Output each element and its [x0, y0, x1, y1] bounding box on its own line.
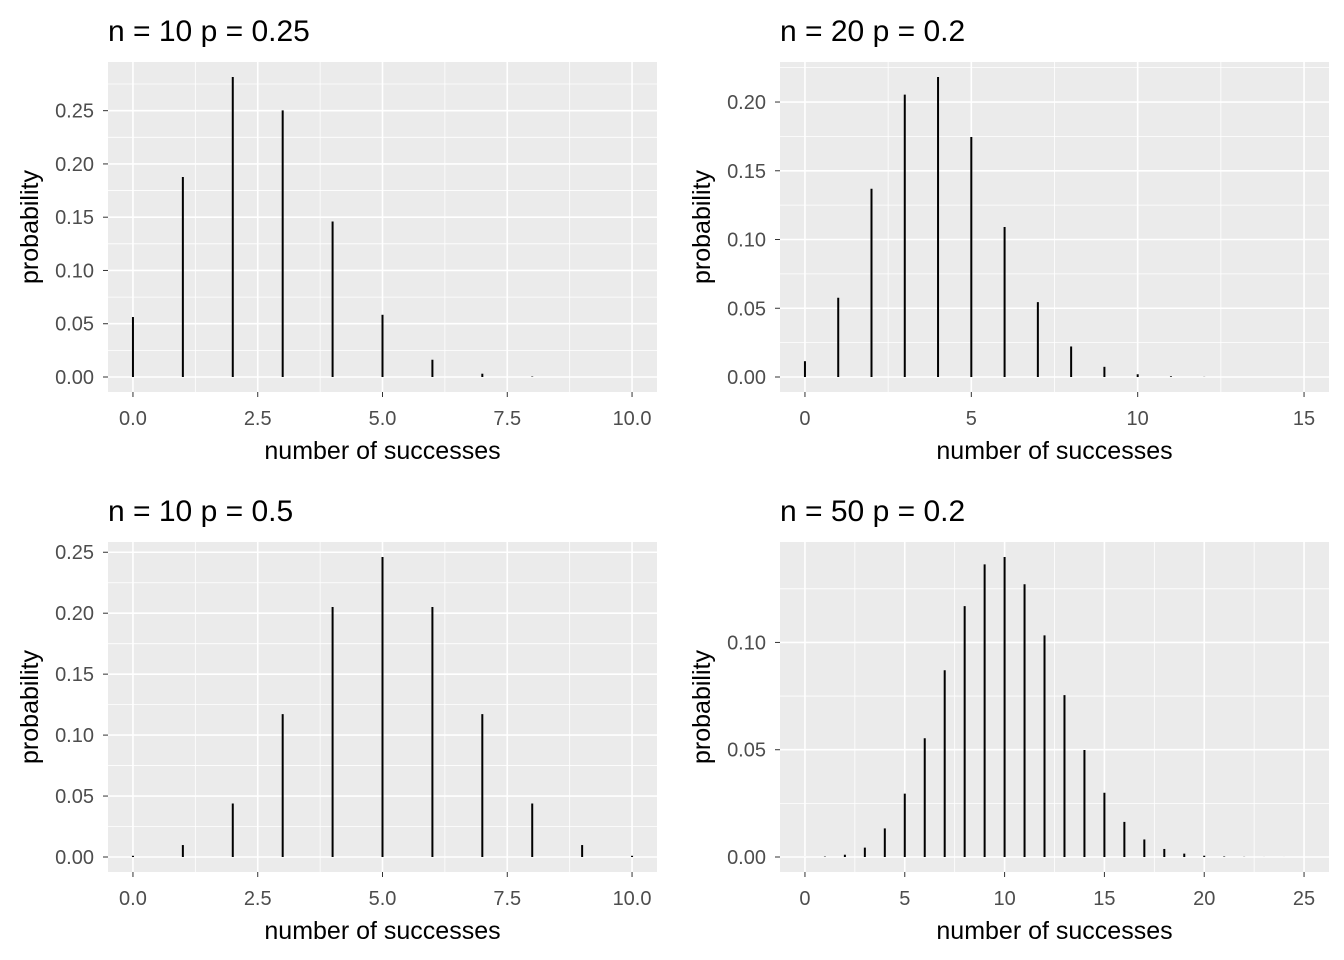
x-tick-label: 15 [1293, 408, 1315, 430]
y-tick-label: 0.00 [727, 367, 766, 389]
y-tick-label: 0.25 [55, 542, 94, 564]
panel-4: 0 5 10 15 20 25 0.00 0.05 0.10 n = 50 p = 0.2 numb… [688, 495, 1329, 945]
y-tick-label: 0.05 [727, 298, 766, 320]
panel-3: 0.0 2.5 5.0 7.5 10.0 0.00 0.05 0.10 0.15 0.20 0.25… [16, 495, 657, 945]
y-tick-label: 0.00 [55, 367, 94, 389]
panel-title: n = 20 p = 0.2 [780, 15, 965, 48]
x-axis-title: number of successes [264, 917, 500, 945]
x-tick-label: 10 [993, 888, 1015, 910]
x-axis-title: number of successes [936, 917, 1172, 945]
y-tick-label: 0.20 [55, 603, 94, 625]
x-axis-title: number of successes [264, 437, 500, 465]
y-tick-label: 0.05 [55, 786, 94, 808]
x-tick-label: 20 [1193, 888, 1215, 910]
y-tick-label: 0.20 [727, 92, 766, 114]
y-axis-title: probability [688, 650, 716, 764]
y-tick-label: 0.05 [55, 314, 94, 336]
y-tick-label: 0.10 [55, 725, 94, 747]
x-tick-label: 0.0 [119, 408, 147, 430]
y-tick-label: 0.20 [55, 154, 94, 176]
y-tick-label: 0.10 [727, 230, 766, 252]
x-tick-label: 5.0 [369, 408, 397, 430]
x-tick-label: 10.0 [613, 888, 652, 910]
x-tick-label: 0 [799, 888, 810, 910]
y-tick-label: 0.25 [55, 101, 94, 123]
x-axis-title: number of successes [936, 437, 1172, 465]
x-tick-label: 0 [799, 408, 810, 430]
y-axis-title: probability [16, 170, 44, 284]
x-tick-label: 7.5 [493, 888, 521, 910]
x-tick-label: 5 [966, 408, 977, 430]
y-tick-label: 0.10 [727, 632, 766, 654]
panel-1: 0.0 2.5 5.0 7.5 10.0 0.00 0.05 0.10 0.15 0.20 0.25… [16, 15, 657, 465]
x-tick-label: 2.5 [244, 888, 272, 910]
panel-title: n = 50 p = 0.2 [780, 495, 965, 528]
x-tick-label: 25 [1293, 888, 1315, 910]
x-tick-label: 10 [1127, 408, 1149, 430]
x-tick-label: 5 [899, 888, 910, 910]
panel-title: n = 10 p = 0.25 [108, 15, 310, 48]
panel-2: 0 5 10 15 0.00 0.05 0.10 0.15 0.20 n = 20 p = 0.2… [688, 15, 1329, 465]
x-tick-label: 2.5 [244, 408, 272, 430]
x-tick-label: 0.0 [119, 888, 147, 910]
x-tick-label: 15 [1093, 888, 1115, 910]
y-tick-label: 0.05 [727, 740, 766, 762]
panel-title: n = 10 p = 0.5 [108, 495, 293, 528]
x-tick-label: 5.0 [369, 888, 397, 910]
y-tick-label: 0.10 [55, 260, 94, 282]
y-axis-title: probability [16, 650, 44, 764]
y-tick-label: 0.15 [727, 161, 766, 183]
y-tick-label: 0.15 [55, 664, 94, 686]
y-axis-title: probability [688, 170, 716, 284]
y-tick-label: 0.15 [55, 207, 94, 229]
y-tick-label: 0.00 [55, 847, 94, 869]
y-tick-label: 0.00 [727, 847, 766, 869]
x-tick-label: 7.5 [493, 408, 521, 430]
x-tick-label: 10.0 [613, 408, 652, 430]
